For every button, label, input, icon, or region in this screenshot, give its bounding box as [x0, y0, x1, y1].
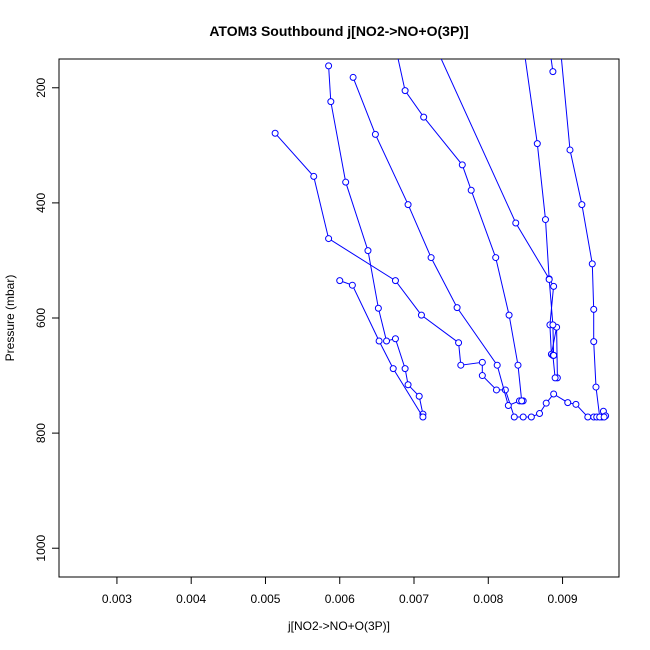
y-axis: 200 400 600 800 1000: [34, 77, 59, 562]
data-point: [391, 335, 399, 343]
data-point: [458, 161, 466, 169]
data-point: [584, 413, 592, 421]
data-point: [519, 413, 527, 421]
data-point: [342, 178, 350, 186]
data-point: [404, 381, 412, 389]
data-point: [493, 361, 501, 369]
data-point: [590, 305, 598, 313]
data-point: [492, 254, 500, 262]
data-point: [383, 337, 391, 345]
x-tick-label: 0.009: [548, 592, 578, 606]
y-tick-label: 600: [34, 308, 48, 328]
data-point: [551, 374, 559, 382]
data-point: [374, 304, 382, 312]
data-point: [542, 399, 550, 407]
data-point: [492, 386, 500, 394]
profile-line: [550, 59, 554, 72]
data-point: [564, 399, 572, 407]
data-point: [417, 311, 425, 319]
data-point: [550, 351, 558, 359]
data-point: [600, 413, 608, 421]
profile-series-3: [336, 277, 427, 421]
profile-series-1: [271, 129, 610, 421]
data-point: [419, 413, 427, 421]
x-axis-label: j[NO2->NO+O(3P)]: [287, 619, 390, 633]
data-point: [550, 282, 558, 290]
data-point: [325, 235, 333, 243]
data-point: [478, 358, 486, 366]
profile-series-8: [560, 59, 608, 421]
data-point: [371, 130, 379, 138]
data-point: [453, 304, 461, 312]
data-point: [588, 260, 596, 268]
x-tick-label: 0.007: [399, 592, 429, 606]
data-point: [504, 401, 512, 409]
data-point: [271, 129, 279, 137]
data-point: [527, 413, 535, 421]
data-point: [478, 372, 486, 380]
data-point: [401, 87, 409, 95]
y-tick-label: 400: [34, 193, 48, 213]
x-tick-label: 0.005: [250, 592, 280, 606]
data-point: [541, 216, 549, 224]
data-point: [512, 219, 520, 227]
data-point: [375, 337, 383, 345]
data-point: [505, 311, 513, 319]
data-point: [510, 413, 518, 421]
data-point: [592, 383, 600, 391]
data-point: [536, 410, 544, 418]
data-point: [391, 277, 399, 285]
data-point: [364, 247, 372, 255]
data-point: [336, 277, 344, 285]
x-tick-label: 0.004: [176, 592, 206, 606]
data-point: [389, 365, 397, 373]
y-axis-label: Pressure (mbar): [3, 275, 17, 362]
data-point: [578, 201, 586, 209]
y-tick-label: 800: [34, 423, 48, 443]
data-point: [310, 172, 318, 180]
x-tick-label: 0.006: [325, 592, 355, 606]
data-point: [325, 62, 333, 70]
x-tick-label: 0.003: [102, 592, 132, 606]
data-point: [549, 68, 557, 76]
data-point: [550, 390, 558, 398]
profile-series-5: [397, 59, 526, 405]
x-axis: 0.003 0.004 0.005 0.006 0.007 0.008 0.009: [102, 577, 578, 606]
data-point: [566, 146, 574, 154]
data-point: [590, 338, 598, 346]
x-tick-label: 0.008: [473, 592, 503, 606]
data-point: [467, 186, 475, 194]
data-point: [549, 321, 557, 329]
data-point: [327, 98, 335, 106]
data-series-layer: [271, 59, 610, 421]
data-point: [545, 275, 553, 283]
data-point: [348, 281, 356, 289]
data-point: [427, 254, 435, 262]
data-point: [349, 73, 357, 81]
profile-series-7: [524, 59, 558, 359]
profile-line: [524, 59, 555, 356]
data-point: [415, 392, 423, 400]
data-point: [533, 140, 541, 148]
y-tick-label: 200: [34, 77, 48, 97]
data-point: [455, 339, 463, 347]
data-point: [457, 361, 465, 369]
chart-title: ATOM3 Southbound j[NO2->NO+O(3P)]: [209, 23, 468, 39]
data-point: [401, 365, 409, 373]
data-point: [514, 361, 522, 369]
data-point: [518, 397, 526, 405]
data-point: [404, 201, 412, 209]
data-point: [420, 113, 428, 121]
profile-series-9: [549, 59, 557, 76]
y-tick-label: 1000: [34, 535, 48, 562]
data-point: [572, 400, 580, 408]
